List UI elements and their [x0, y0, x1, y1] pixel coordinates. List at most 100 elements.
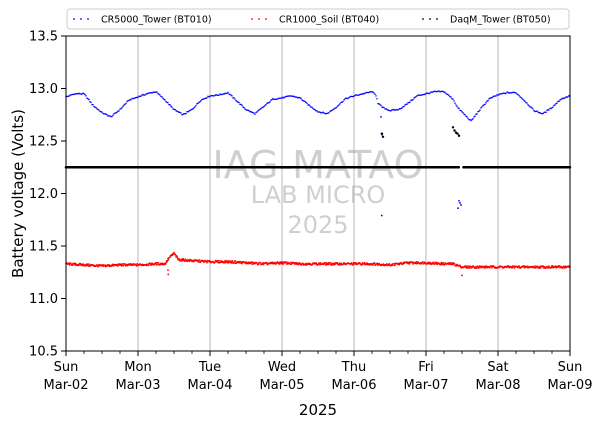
bt010-point — [223, 93, 225, 95]
bt010-point — [522, 98, 524, 101]
outlier-point — [459, 202, 461, 204]
bt010-point — [88, 98, 90, 101]
bt010-point — [308, 103, 310, 106]
bt010-point — [137, 96, 139, 99]
bt040-point — [422, 261, 424, 264]
bt040-point — [449, 261, 451, 264]
x-tick-label-date: Mar-05 — [260, 378, 305, 393]
bt010-point — [383, 106, 385, 109]
bt040-point — [147, 264, 150, 267]
bt040-point — [450, 262, 453, 264]
bt010-point — [192, 107, 194, 110]
bt010-point — [130, 99, 132, 101]
bt010-point — [505, 92, 507, 95]
legend-marker — [265, 18, 267, 20]
bt010-point — [227, 91, 229, 94]
x-tick-label-date: Mar-03 — [116, 378, 161, 393]
bt040-point — [477, 267, 480, 269]
bt040-point — [68, 264, 71, 266]
bt040-point — [351, 262, 353, 265]
bt050-point — [457, 165, 461, 169]
bt040-point — [247, 262, 249, 265]
outlier-point — [380, 214, 383, 217]
bt010-point — [339, 102, 341, 105]
bt040-point — [453, 262, 456, 265]
outlier-point — [380, 115, 382, 118]
bt010-point — [185, 112, 187, 115]
bt010-point — [467, 117, 469, 120]
bt010-point — [448, 94, 450, 97]
bt010-point — [311, 106, 313, 108]
bt010-point — [85, 95, 87, 97]
outlier-point — [167, 273, 170, 276]
bt010-point — [474, 115, 476, 117]
bt010-point — [532, 108, 534, 110]
bt010-point — [379, 103, 381, 106]
watermark: IAG-MATAO LAB MICRO 2025 — [212, 143, 423, 239]
bt010-point — [429, 92, 431, 94]
bt010-point — [272, 97, 274, 100]
plot-background — [66, 36, 570, 351]
bt010-point — [548, 109, 550, 111]
bt010-point — [471, 118, 473, 121]
bt010-point — [495, 95, 497, 97]
bt010-point — [167, 101, 169, 104]
bt010-point — [235, 99, 237, 102]
y-axis: 10.5 11.0 11.5 12.0 12.5 13.0 13.5 — [29, 30, 66, 360]
bt040-point — [327, 263, 330, 266]
bt010-point — [337, 105, 339, 107]
bt010-point — [333, 108, 335, 110]
bt040-point — [475, 265, 477, 268]
bt010-point — [234, 98, 236, 100]
bt040-point — [491, 266, 493, 269]
bt040-point — [363, 262, 366, 264]
bt010-point — [372, 91, 374, 93]
bt040-point — [558, 265, 561, 267]
bt010-point — [328, 111, 330, 114]
bt040-point — [285, 261, 288, 263]
bt040-point — [259, 262, 262, 264]
bt010-point — [331, 109, 333, 112]
bt040-point — [149, 262, 151, 265]
legend-marker — [429, 18, 431, 20]
x-tick-label-date: Mar-02 — [44, 378, 89, 393]
bt010-point — [269, 100, 271, 103]
bt010-point — [157, 92, 159, 95]
bt040-point — [122, 264, 125, 267]
bt040-point — [241, 262, 243, 265]
bt010-point — [556, 102, 558, 104]
x-axis: Sun Mar-02 Mon Mar-03 Tue Mar-04 Wed Mar-05 Thu M… — [44, 351, 592, 393]
bt010-point — [214, 94, 216, 97]
outlier-point — [457, 134, 461, 137]
x-tick-label-day: Tue — [198, 360, 221, 375]
bt040-point — [466, 265, 468, 267]
bt010-point — [265, 103, 267, 106]
bt010-point — [517, 93, 519, 96]
bt010-point — [162, 97, 164, 99]
bt010-point — [193, 107, 195, 109]
bt010-point — [404, 104, 406, 106]
bt010-point — [314, 109, 316, 111]
bt040-point — [386, 263, 388, 265]
x-tick-label-date: Mar-08 — [476, 378, 521, 393]
bt040-point — [513, 267, 516, 269]
bt040-point — [372, 264, 374, 266]
bt010-point — [338, 104, 340, 106]
bt010-point — [401, 107, 403, 109]
legend-frame — [66, 8, 570, 30]
x-tick-label-day: Wed — [268, 360, 296, 375]
series-layer — [64, 90, 572, 277]
watermark-line-3: 2025 — [287, 211, 348, 239]
bt040-point — [166, 259, 169, 262]
bt010-point — [226, 92, 228, 95]
legend-marker — [436, 18, 438, 20]
bt040-point — [415, 260, 418, 263]
bt010-point — [524, 100, 526, 103]
bt010-point — [128, 99, 130, 102]
bt010-point — [564, 97, 566, 99]
bt010-point — [456, 105, 458, 107]
bt040-point — [440, 261, 443, 264]
bt040-point — [165, 262, 167, 264]
bt040-point — [86, 263, 89, 265]
bt010-point — [397, 109, 399, 111]
